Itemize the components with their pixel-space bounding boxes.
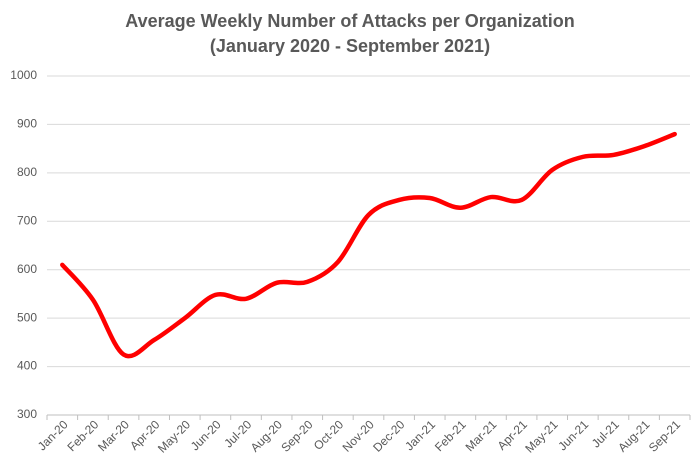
y-tick-label: 300	[17, 407, 37, 421]
y-tick-label: 700	[17, 213, 37, 227]
y-tick-label: 400	[17, 359, 37, 373]
y-tick-label: 800	[17, 165, 37, 179]
chart-subtitle: (January 2020 - September 2021)	[210, 36, 490, 56]
y-tick-label: 600	[17, 262, 37, 276]
y-tick-label: 1000	[10, 68, 37, 82]
data-line	[60, 131, 677, 359]
y-tick-label: 900	[17, 117, 37, 131]
y-tick-label: 500	[17, 310, 37, 324]
chart-title: Average Weekly Number of Attacks per Org…	[125, 11, 574, 31]
